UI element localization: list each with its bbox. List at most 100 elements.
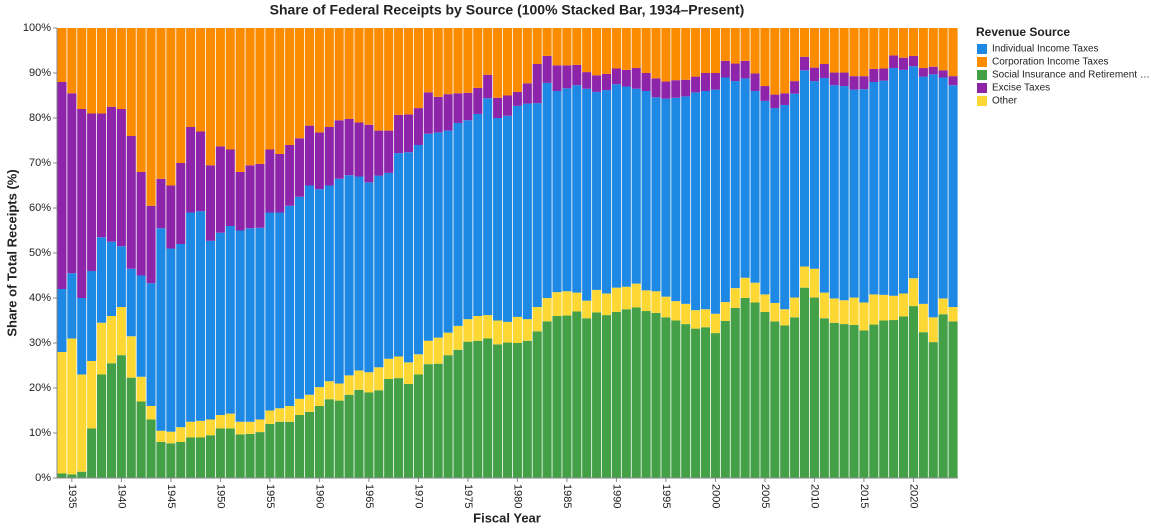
y-tick-label: 80% xyxy=(29,112,51,124)
bar-segment xyxy=(116,307,126,356)
bar-segment xyxy=(413,108,423,145)
bar-segment xyxy=(463,120,473,320)
bar-segment xyxy=(344,175,354,376)
x-tick-label: 1990 xyxy=(611,484,623,508)
bar-segment xyxy=(720,302,730,321)
bar-segment xyxy=(770,108,780,303)
bar-segment xyxy=(275,408,285,422)
bar-segment xyxy=(87,428,97,478)
bar-segment xyxy=(740,277,750,298)
bar-segment xyxy=(879,28,889,69)
bar-segment xyxy=(661,317,671,478)
bar-segment xyxy=(126,336,136,378)
bar-segment xyxy=(700,73,711,91)
bar-segment xyxy=(592,28,602,76)
bar-segment xyxy=(760,294,770,312)
bar-segment xyxy=(938,70,948,78)
bar-segment xyxy=(572,311,582,478)
bar-segment xyxy=(532,64,542,104)
bar-segment xyxy=(889,55,899,69)
bar-segment xyxy=(265,149,275,213)
bar-segment xyxy=(166,185,176,249)
bar-segment xyxy=(136,401,146,478)
bar-segment xyxy=(473,316,483,341)
bar-segment xyxy=(889,320,899,478)
bar-segment xyxy=(770,302,780,322)
bar-segment xyxy=(87,28,97,114)
y-tick-label: 100% xyxy=(23,22,51,34)
bar-segment xyxy=(136,275,146,377)
bar-segment xyxy=(859,330,869,478)
bar-segment xyxy=(235,421,245,435)
bar-segment xyxy=(97,113,107,238)
bar-segment xyxy=(116,355,126,478)
bar-segment xyxy=(255,163,265,228)
bar-segment xyxy=(829,298,839,323)
bar-segment xyxy=(265,28,275,150)
bar-segment xyxy=(502,321,513,343)
bar-segment xyxy=(255,432,265,478)
bar-segment xyxy=(334,400,344,478)
bar-segment xyxy=(176,244,186,428)
bar-segment xyxy=(918,303,928,333)
bar-segment xyxy=(433,363,443,478)
bar-segment xyxy=(235,230,245,422)
bar-segment xyxy=(601,28,612,74)
bar-segment xyxy=(780,309,790,326)
bar-segment xyxy=(106,106,117,242)
bar-segment xyxy=(423,340,433,365)
bar-segment xyxy=(453,349,463,478)
bar-segment xyxy=(403,362,414,384)
bar-segment xyxy=(611,68,621,85)
bar-segment xyxy=(453,122,463,326)
bar-segment xyxy=(691,310,701,329)
bar-segment xyxy=(146,419,156,478)
bar-segment xyxy=(443,355,453,478)
y-tick-label: 0% xyxy=(35,472,51,484)
bar-segment xyxy=(285,205,295,406)
bar-segment xyxy=(384,358,394,379)
x-tick-label: 1945 xyxy=(165,484,177,508)
bar-segment xyxy=(463,341,473,478)
x-tick-label: 2000 xyxy=(710,484,722,508)
bar-segment xyxy=(918,332,928,478)
bar-segment xyxy=(285,406,295,422)
bar-segment xyxy=(948,85,958,308)
bar-segment xyxy=(354,370,364,390)
bar-segment xyxy=(186,127,196,213)
bar-segment xyxy=(374,367,384,391)
bar-segment xyxy=(473,28,483,88)
bar-segment xyxy=(839,324,849,478)
bar-segment xyxy=(790,297,800,318)
bar-segment xyxy=(750,73,760,91)
bar-segment xyxy=(304,185,315,395)
bar-segment xyxy=(532,331,542,478)
x-tick-label: 1955 xyxy=(264,484,276,508)
bar-segment xyxy=(809,28,819,68)
bar-segment xyxy=(898,57,909,70)
bar-segment xyxy=(57,473,67,478)
bar-segment xyxy=(87,271,97,361)
bar-segment xyxy=(57,82,67,289)
bar-segment xyxy=(730,63,740,82)
bar-segment xyxy=(502,95,513,116)
bar-segment xyxy=(661,296,671,318)
bar-segment xyxy=(493,344,503,478)
bar-segment xyxy=(384,28,394,131)
legend-swatch xyxy=(977,83,987,93)
bar-segment xyxy=(295,398,305,415)
bar-segment xyxy=(671,28,681,81)
bar-segment xyxy=(205,419,216,436)
bar-segment xyxy=(552,292,562,316)
bar-segment xyxy=(522,340,532,478)
bar-segment xyxy=(661,98,671,297)
bar-segment xyxy=(215,415,225,429)
bar-segment xyxy=(552,65,562,91)
bar-segment xyxy=(582,28,592,73)
bar-segment xyxy=(67,474,77,478)
bar-segment xyxy=(156,28,166,179)
bar-segment xyxy=(948,76,958,86)
bar-segment xyxy=(790,81,800,94)
bar-segment xyxy=(255,227,265,420)
bar-segment xyxy=(57,28,67,82)
